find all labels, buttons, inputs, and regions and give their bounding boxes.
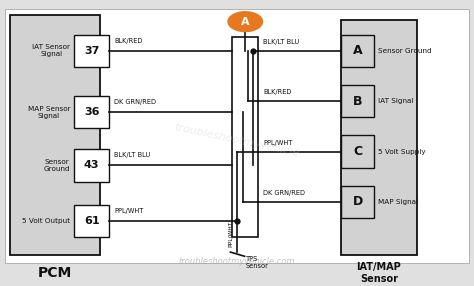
- Text: 36: 36: [84, 108, 100, 118]
- FancyBboxPatch shape: [341, 20, 417, 255]
- FancyBboxPatch shape: [74, 205, 109, 237]
- Text: BLK/LT BLU: BLK/LT BLU: [263, 39, 299, 45]
- Text: PPL/WHT: PPL/WHT: [228, 221, 233, 247]
- Text: MAP Sensor
Signal: MAP Sensor Signal: [27, 106, 70, 119]
- Circle shape: [228, 11, 263, 32]
- Text: BLK/RED: BLK/RED: [114, 37, 143, 43]
- Text: B: B: [353, 95, 362, 108]
- Text: DK GRN/RED: DK GRN/RED: [114, 99, 156, 105]
- FancyBboxPatch shape: [341, 186, 374, 218]
- Text: 5 Volt Supply: 5 Volt Supply: [378, 148, 426, 154]
- Text: 43: 43: [84, 160, 100, 170]
- Text: BLK/RED: BLK/RED: [263, 89, 292, 95]
- FancyBboxPatch shape: [341, 35, 374, 67]
- FancyBboxPatch shape: [10, 15, 100, 255]
- FancyBboxPatch shape: [74, 35, 109, 67]
- Text: troubleshootmyvehicle.com: troubleshootmyvehicle.com: [179, 257, 295, 266]
- Text: MAP Signal: MAP Signal: [378, 199, 418, 205]
- Text: IAT/MAP
Sensor: IAT/MAP Sensor: [356, 262, 401, 284]
- FancyBboxPatch shape: [341, 85, 374, 117]
- Text: PCM: PCM: [38, 266, 72, 280]
- Text: 61: 61: [84, 216, 100, 226]
- Text: 37: 37: [84, 46, 100, 56]
- FancyBboxPatch shape: [5, 9, 469, 263]
- FancyBboxPatch shape: [74, 96, 109, 128]
- Text: C: C: [353, 145, 362, 158]
- FancyBboxPatch shape: [341, 136, 374, 168]
- Text: A: A: [241, 17, 250, 27]
- Text: IAT Sensor
Signal: IAT Sensor Signal: [32, 44, 70, 57]
- Text: IAT Signal: IAT Signal: [378, 98, 413, 104]
- FancyBboxPatch shape: [232, 37, 258, 237]
- Text: PPL/WHT: PPL/WHT: [114, 208, 144, 214]
- Text: TPS
Sensor: TPS Sensor: [246, 256, 269, 269]
- Text: 5 Volt Output: 5 Volt Output: [22, 218, 70, 224]
- FancyBboxPatch shape: [74, 149, 109, 182]
- Text: Sensor
Ground: Sensor Ground: [44, 159, 70, 172]
- Text: PPL/WHT: PPL/WHT: [263, 140, 292, 146]
- Text: troubleshootmyvehicle: troubleshootmyvehicle: [173, 122, 301, 158]
- Text: A: A: [353, 44, 362, 57]
- Text: D: D: [352, 195, 363, 208]
- Text: DK GRN/RED: DK GRN/RED: [263, 190, 305, 196]
- Text: BLK/LT BLU: BLK/LT BLU: [114, 152, 150, 158]
- Text: Sensor Ground: Sensor Ground: [378, 48, 431, 54]
